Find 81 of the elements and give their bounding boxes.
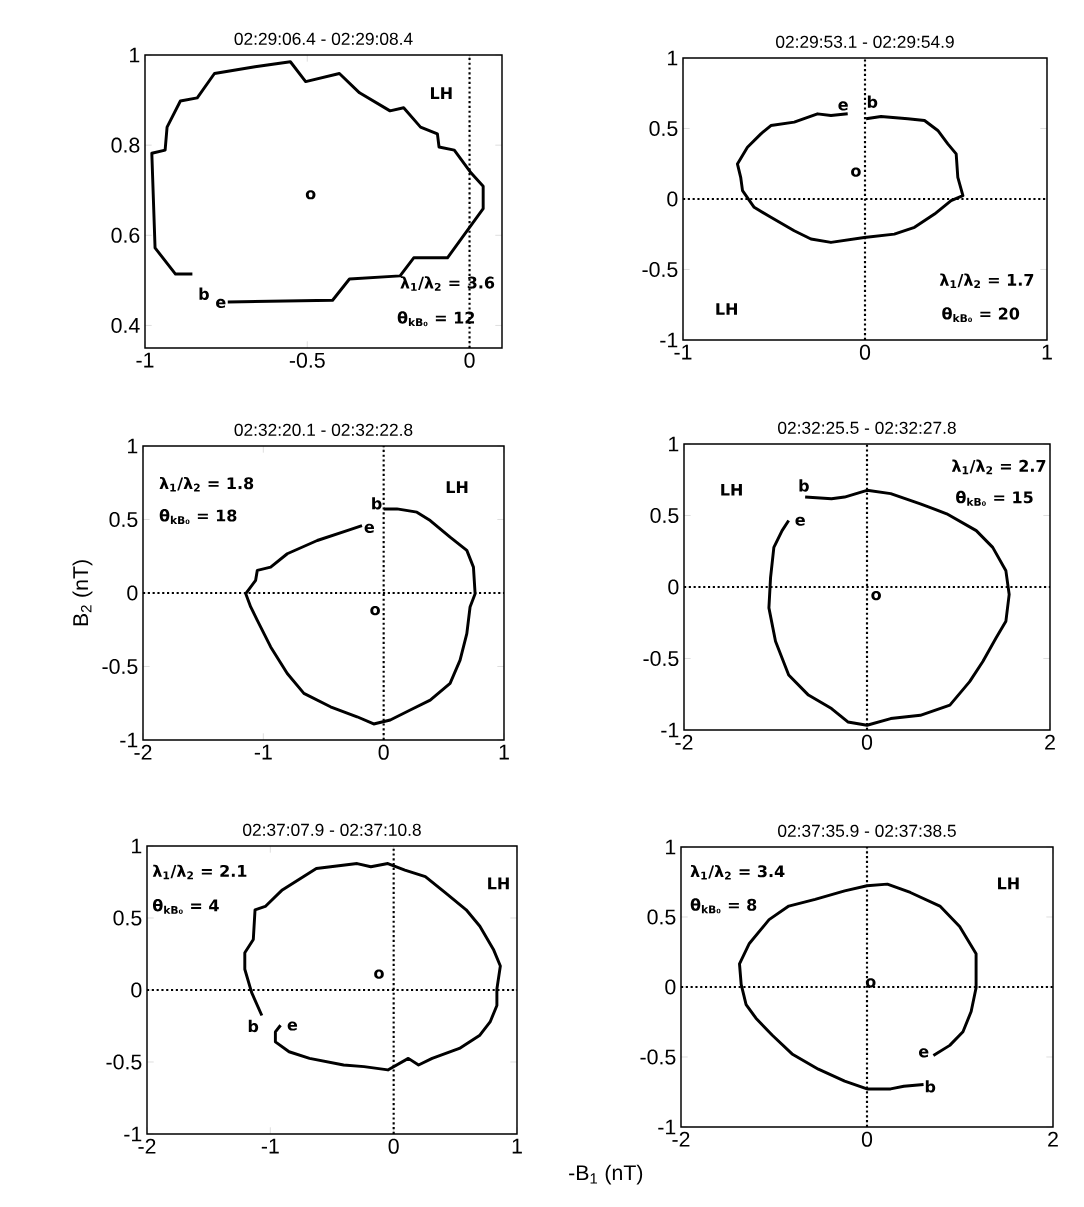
x-tick-label: 0	[388, 1138, 399, 1154]
x-tick-label: 1	[499, 744, 509, 760]
x-tick-label: 0	[861, 734, 873, 750]
y-tick-label: 0	[131, 982, 142, 998]
y-tick-label: 0	[668, 579, 679, 595]
y-tick-label: 0.4	[111, 317, 140, 334]
annotation: o	[871, 590, 881, 601]
annotation: λ$_{1}$/λ$_{2}$ = 1.8	[159, 476, 254, 492]
annotation: λ$_{1}$/λ$_{2}$ = 2.7	[951, 459, 1046, 475]
y-tick-label: -0.5	[643, 650, 679, 667]
annotation: b	[925, 1080, 936, 1093]
y-tick-label: 0.5	[647, 909, 676, 925]
annotation: o	[851, 167, 861, 177]
y-tick-label: 1	[132, 838, 142, 854]
annotation: LH	[430, 87, 452, 99]
annotation: o	[374, 969, 384, 979]
chart-title: 02:37:07.9 - 02:37:10.8	[243, 823, 421, 836]
x-tick-label: -1	[254, 744, 272, 760]
y-tick-label: 0.5	[109, 511, 138, 528]
annotation: LH	[998, 877, 1019, 890]
y-tick-label: -0.5	[640, 1049, 676, 1065]
y-tick-label: 0.5	[649, 120, 678, 137]
y-tick-label: 0	[665, 979, 676, 995]
annotation: o	[305, 190, 316, 200]
y-tick-label: 0.8	[111, 137, 140, 153]
x-tick-label: -0.5	[289, 352, 325, 368]
annotation: b	[372, 497, 382, 510]
annotation: b	[199, 287, 209, 300]
annotation: LH	[721, 483, 742, 496]
y-tick-label: 0.5	[113, 910, 142, 926]
x-tick-label: -1	[261, 1138, 279, 1154]
y-tick-label: -0.5	[642, 261, 678, 278]
y-tick-label: 0	[667, 191, 678, 207]
y-tick-label: 1	[669, 436, 679, 452]
annotation: e	[795, 516, 805, 526]
x-tick-label: 0	[861, 1131, 873, 1147]
y-tick-label: 1	[666, 839, 676, 855]
x-tick-label: 0	[464, 352, 475, 368]
y-tick-label: 1	[128, 438, 138, 454]
y-tick-label: 0.5	[650, 507, 679, 524]
annotation: θ$_{kB₀}$ = 15	[956, 490, 1033, 506]
y-tick-label: 1	[668, 50, 678, 66]
chart-title: 02:29:06.4 - 02:29:08.4	[234, 32, 413, 45]
y-tick-label: 0.6	[111, 227, 140, 243]
annotation: e	[918, 1048, 929, 1058]
x-tick-label: 1	[1042, 344, 1052, 360]
x-tick-label: 1	[512, 1138, 522, 1154]
annotation: b	[867, 95, 878, 108]
annotation: e	[364, 523, 374, 533]
x-tick-label: 0	[378, 744, 389, 760]
annotation: b	[248, 1019, 259, 1033]
annotation: LH	[446, 481, 468, 493]
annotation: e	[216, 298, 226, 309]
y-tick-label: 0	[127, 585, 138, 601]
x-tick-label: 2	[1045, 734, 1055, 750]
annotation: λ$_{1}$/λ$_{2}$ = 1.7	[939, 273, 1034, 289]
annotation: λ$_{1}$/λ$_{2}$ = 2.1	[152, 864, 247, 880]
y-tick-label: -0.5	[106, 1054, 142, 1070]
annotation: e	[838, 101, 848, 111]
annotation: o	[370, 606, 380, 616]
annotation: θ$_{kB₀}$ = 8	[690, 898, 757, 914]
y-axis-title: B$_{2}$ (nT)	[72, 560, 93, 626]
annotation: λ$_{1}$/λ$_{2}$ = 3.4	[690, 864, 785, 880]
annotation: LH	[488, 877, 509, 890]
chart-title: 02:29:53.1 - 02:29:54.9	[776, 35, 954, 48]
annotation: λ$_{1}$/λ$_{2}$ = 3.6	[400, 276, 495, 291]
y-tick-label: 1	[130, 47, 140, 63]
x-tick-label: 0	[859, 344, 871, 360]
annotation: θ$_{kB₀}$ = 20	[942, 307, 1020, 323]
chart-title: 02:32:20.1 - 02:32:22.8	[234, 423, 413, 436]
x-axis-title: -B$_{1}$ (nT)	[569, 1164, 643, 1185]
chart-title: 02:37:35.9 - 02:37:38.5	[778, 824, 956, 837]
annotation: θ$_{kB₀}$ = 12	[397, 311, 475, 327]
annotation: LH	[716, 303, 737, 315]
chart-title: 02:32:25.5 - 02:32:27.8	[778, 421, 956, 434]
x-tick-label: 2	[1048, 1131, 1058, 1147]
annotation: θ$_{kB₀}$ = 4	[152, 899, 219, 914]
annotation: e	[287, 1021, 298, 1031]
annotation: θ$_{kB₀}$ = 18	[159, 509, 237, 525]
annotation: b	[799, 479, 809, 492]
y-tick-label: -0.5	[102, 658, 138, 675]
